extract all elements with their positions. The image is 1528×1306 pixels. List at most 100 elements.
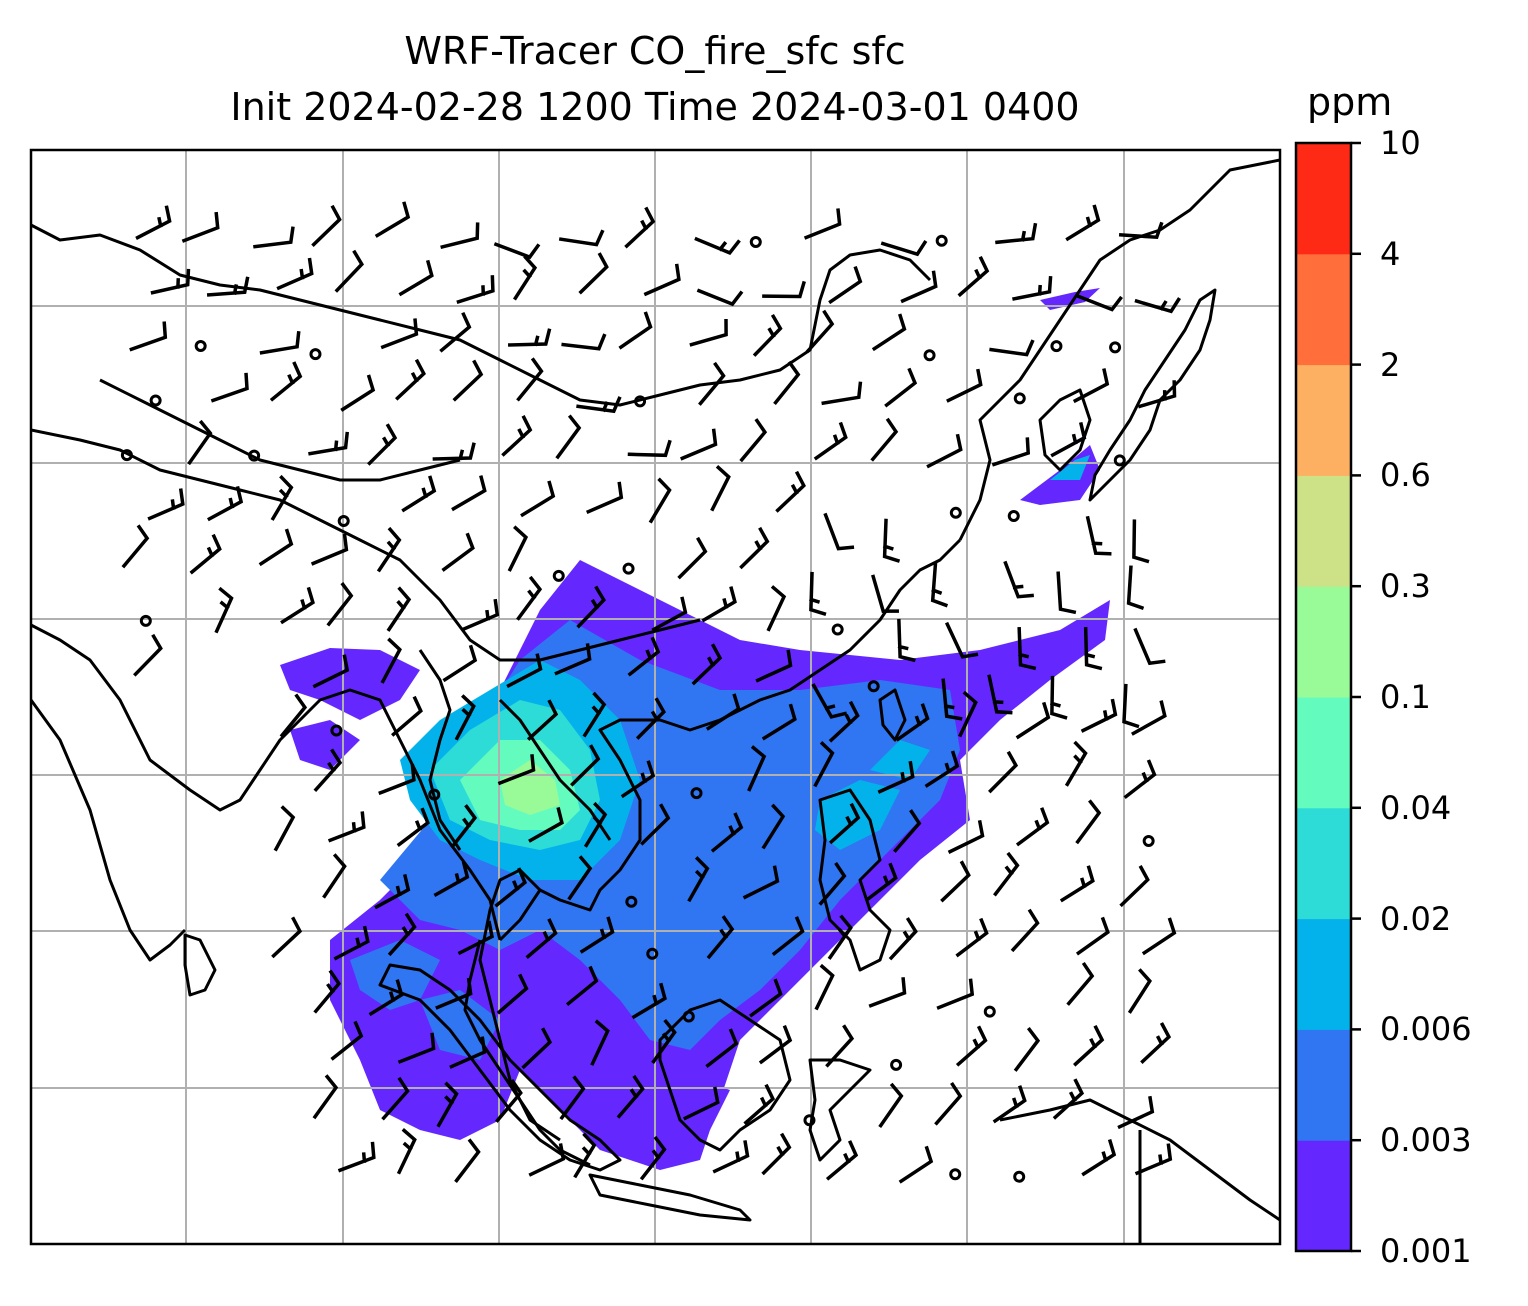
coastline-malay-peninsula xyxy=(463,939,591,1167)
wind-barb xyxy=(449,1036,487,1069)
wind-barb xyxy=(381,1076,410,1121)
wind-barb xyxy=(516,357,544,402)
wind-barb xyxy=(813,421,848,461)
calm-marker xyxy=(625,895,638,908)
wind-barb xyxy=(493,242,541,260)
coastline-indochina xyxy=(498,538,962,942)
wind-barb xyxy=(187,419,213,466)
wind-barb xyxy=(701,586,737,623)
wind-barb xyxy=(401,475,437,513)
gridlines xyxy=(31,150,1280,1244)
wind-barb xyxy=(898,1145,934,1184)
coastline-borneo xyxy=(658,998,792,1152)
wind-barb xyxy=(752,314,783,357)
wind-barb xyxy=(558,229,605,247)
calm-marker xyxy=(923,349,936,362)
wind-barb xyxy=(993,851,1020,897)
wind-barb xyxy=(893,809,922,853)
wind-barb xyxy=(946,368,983,403)
wind-barb xyxy=(616,1074,645,1119)
coastline-india xyxy=(31,623,502,941)
calm-marker xyxy=(749,236,762,249)
wind-barb xyxy=(930,562,949,608)
wind-barb xyxy=(739,418,768,463)
coastline-java xyxy=(588,1173,752,1222)
wind-barb xyxy=(955,1025,988,1067)
wind-barb xyxy=(310,533,349,566)
map-title: WRF-Tracer CO_fire_sfc sfc xyxy=(404,29,906,73)
coastlines xyxy=(31,158,1280,1244)
wind-barb xyxy=(1119,865,1150,908)
wind-barb xyxy=(506,653,543,689)
calm-marker xyxy=(867,680,880,693)
wind-barb xyxy=(1064,740,1088,787)
wind-barb xyxy=(576,396,622,414)
wind-barb xyxy=(627,439,672,458)
coastline-india-south xyxy=(31,699,187,962)
wind-barb xyxy=(710,465,731,512)
wind-barb xyxy=(814,963,835,1011)
wind-barb xyxy=(395,358,426,401)
wind-barb xyxy=(639,1135,667,1181)
wind-barb xyxy=(1012,276,1053,301)
wind-barb xyxy=(561,333,607,351)
wind-barb xyxy=(897,618,916,663)
calm-marker xyxy=(949,506,962,519)
wind-barb xyxy=(1134,1143,1173,1176)
wind-barb xyxy=(433,861,470,897)
border-laos-vietnam xyxy=(498,698,612,841)
wind-barb xyxy=(270,474,294,521)
wind-barb xyxy=(705,1028,739,1068)
wind-barb xyxy=(573,1132,597,1179)
calm-marker xyxy=(690,787,703,800)
wind-barb xyxy=(1072,368,1110,404)
wind-barb xyxy=(809,571,827,616)
wind-barb xyxy=(1083,627,1103,671)
wind-barb xyxy=(396,807,430,847)
wind-barb xyxy=(749,978,783,1018)
wind-barb xyxy=(696,288,744,307)
wind-barb xyxy=(436,1081,459,1128)
calm-marker xyxy=(1113,454,1126,467)
wind-barb xyxy=(627,636,661,677)
wind-barb xyxy=(827,914,853,960)
calm-marker xyxy=(1007,510,1020,523)
wind-barb xyxy=(1126,565,1145,611)
wind-barb xyxy=(452,359,484,402)
colorbar-tick-label: 2 xyxy=(1380,345,1401,384)
border-myanmar xyxy=(418,649,462,851)
plume-level-2 xyxy=(350,940,440,1010)
map-subtitle: Init 2024-02-28 1200 Time 2024-03-01 040… xyxy=(230,85,1080,129)
wind-barb xyxy=(1015,807,1050,847)
wind-barb xyxy=(333,925,370,961)
wind-barb xyxy=(210,372,249,403)
wind-barb xyxy=(330,1020,364,1061)
wind-barb xyxy=(712,1140,750,1174)
wind-barb xyxy=(821,381,863,406)
wind-barb xyxy=(1085,515,1112,556)
border-china-west xyxy=(99,378,461,482)
wind-barb xyxy=(624,206,656,249)
wind-barb xyxy=(253,226,295,249)
wind-barb xyxy=(367,423,398,466)
wind-barb xyxy=(1052,1078,1085,1120)
wind-barb xyxy=(368,979,404,1017)
wind-barb xyxy=(1075,916,1110,956)
wind-barb xyxy=(958,690,978,738)
wind-barb xyxy=(189,533,222,575)
wind-barb xyxy=(864,862,898,903)
wind-barb xyxy=(386,586,412,632)
wind-barb xyxy=(825,1140,859,1181)
wind-barb xyxy=(957,255,990,298)
colorbar-tick-label: 0.3 xyxy=(1380,567,1431,606)
colorbar-segment xyxy=(1296,586,1351,698)
coastline-new-guinea xyxy=(999,1098,1280,1222)
calm-marker xyxy=(682,1010,695,1023)
wind-barb xyxy=(440,222,480,250)
wind-barb xyxy=(565,965,599,1007)
wind-barb xyxy=(387,912,417,957)
wind-barb xyxy=(456,275,495,304)
wind-barb xyxy=(585,481,624,515)
coastline-china-east xyxy=(958,158,1280,541)
plume-level-1 xyxy=(290,720,360,770)
